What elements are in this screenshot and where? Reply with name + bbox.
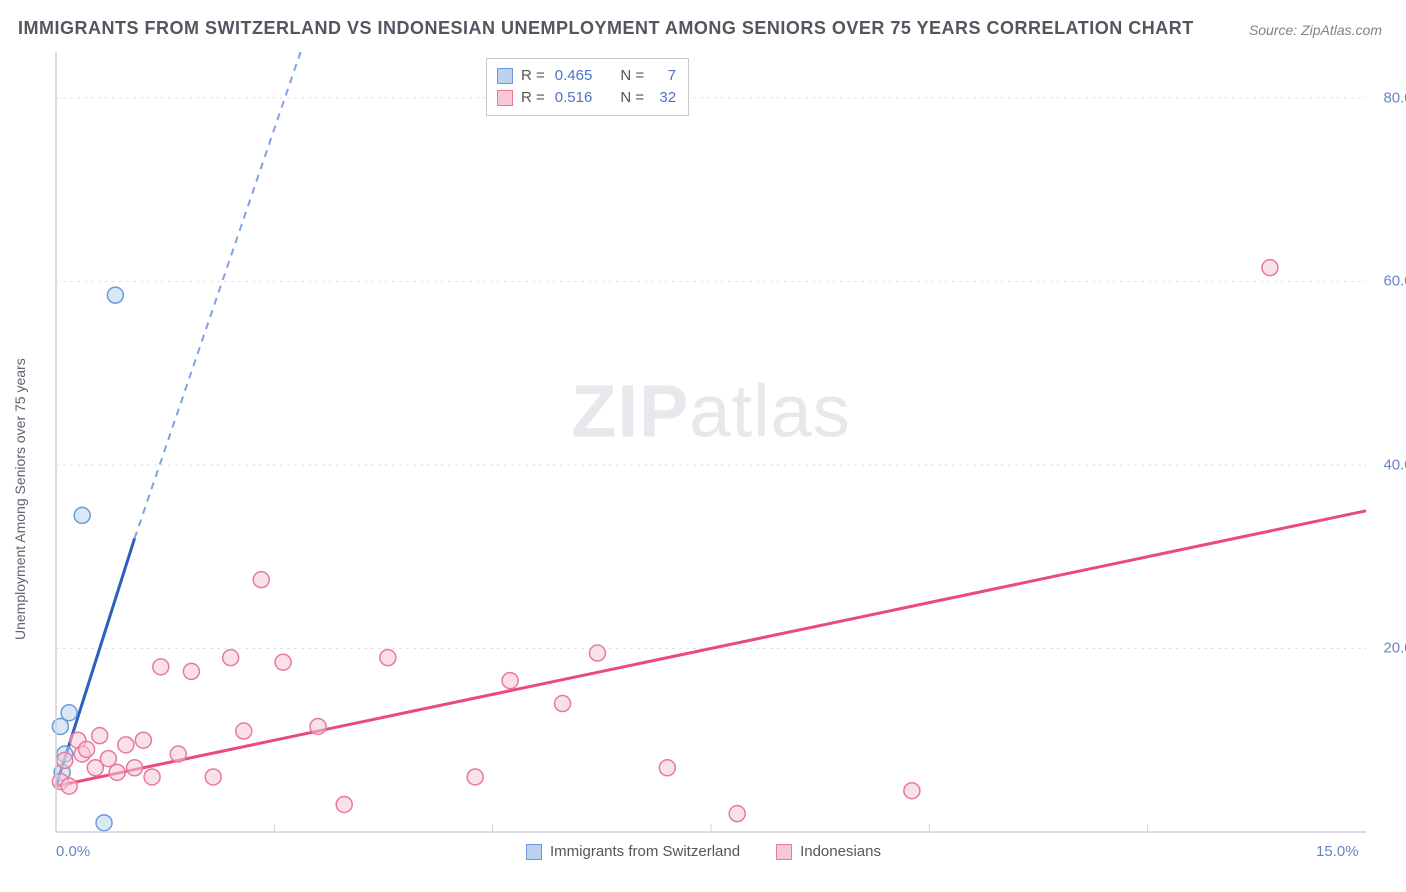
n-label-b: N = [620, 87, 644, 109]
y-tick-label: 20.0% [1383, 640, 1406, 657]
r-label-b: R = [521, 87, 545, 109]
plot-area: ZIPatlas 20.0%40.0%60.0%80.0% 0.0%15.0% … [56, 52, 1366, 832]
n-value-b: 32 [654, 87, 676, 109]
watermark-zip: ZIP [571, 369, 689, 452]
y-axis-label: Unemployment Among Seniors over 75 years [12, 358, 28, 640]
stats-legend: R = 0.465 N = 7 R = 0.516 N = 32 [486, 58, 689, 116]
n-label-a: N = [620, 65, 644, 87]
chart-title: IMMIGRANTS FROM SWITZERLAND VS INDONESIA… [18, 18, 1194, 39]
x-tick-label: 0.0% [56, 843, 90, 860]
r-value-b: 0.516 [555, 87, 593, 109]
x-tick-label: 15.0% [1316, 843, 1359, 860]
y-tick-label: 40.0% [1383, 456, 1406, 473]
legend-label-b: Indonesians [800, 843, 881, 860]
stats-row-series-b: R = 0.516 N = 32 [497, 87, 676, 109]
legend-item-series-a: Immigrants from Switzerland [526, 843, 740, 860]
legend-item-series-b: Indonesians [776, 843, 881, 860]
r-value-a: 0.465 [555, 65, 593, 87]
legend-swatch-b [776, 844, 792, 860]
r-label-a: R = [521, 65, 545, 87]
legend-swatch-a [526, 844, 542, 860]
n-value-a: 7 [654, 65, 676, 87]
series-legend: Immigrants from Switzerland Indonesians [526, 843, 881, 860]
y-tick-label: 60.0% [1383, 273, 1406, 290]
source-attribution: Source: ZipAtlas.com [1249, 22, 1382, 38]
y-tick-label: 80.0% [1383, 89, 1406, 106]
watermark-atlas: atlas [689, 369, 850, 452]
swatch-series-a [497, 68, 513, 84]
watermark: ZIPatlas [571, 368, 850, 453]
swatch-series-b [497, 90, 513, 106]
stats-row-series-a: R = 0.465 N = 7 [497, 65, 676, 87]
legend-label-a: Immigrants from Switzerland [550, 843, 740, 860]
